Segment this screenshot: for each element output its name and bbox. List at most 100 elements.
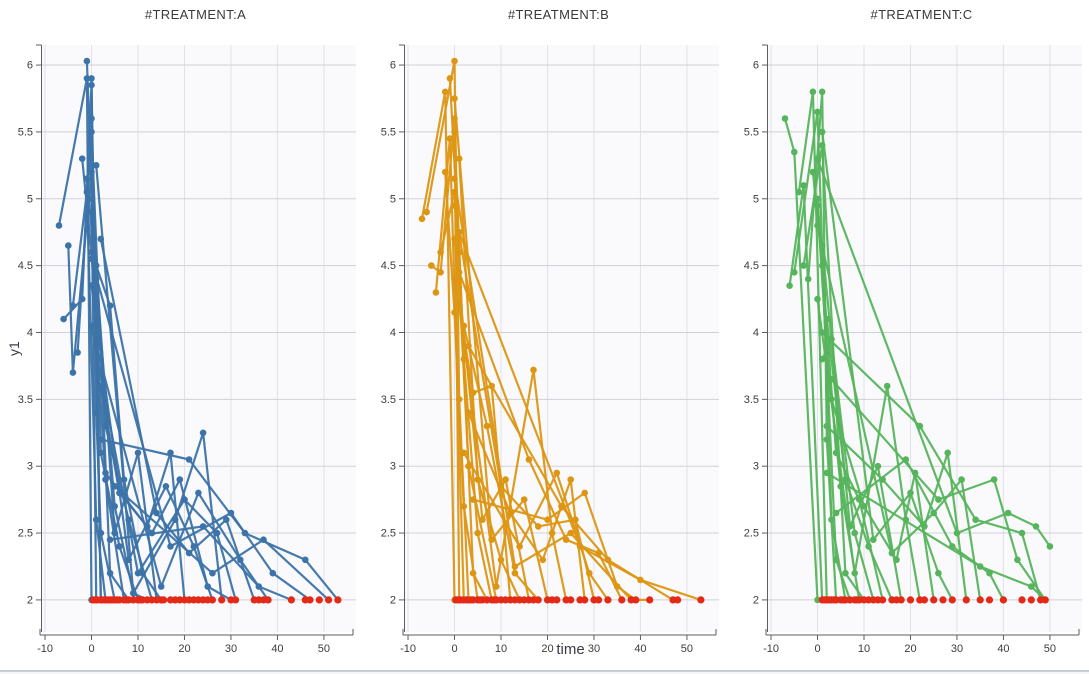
data-point xyxy=(88,115,95,122)
data-point xyxy=(455,228,463,236)
data-point xyxy=(1014,556,1021,564)
baseline-dot xyxy=(553,596,561,604)
data-point xyxy=(893,556,900,564)
data-point xyxy=(800,262,807,269)
data-point xyxy=(181,496,188,503)
data-point xyxy=(92,342,100,350)
data-point xyxy=(97,449,105,457)
data-point xyxy=(153,509,160,517)
data-point xyxy=(534,523,542,530)
x-tick-label: 40 xyxy=(634,643,646,655)
facet-title: #TREATMENT:B xyxy=(507,7,610,22)
data-point xyxy=(883,382,891,390)
data-point xyxy=(507,509,514,517)
data-point xyxy=(469,569,477,577)
plot-area[interactable]: 2 2.5 3 3.5 4 4.5 5 5.5 6 -10 0 10 20 30 40 50 xyxy=(363,30,726,674)
data-point xyxy=(479,516,486,523)
data-point xyxy=(92,162,100,169)
baseline-dot xyxy=(897,596,905,604)
baseline-dot xyxy=(218,596,226,604)
data-point xyxy=(106,536,114,543)
data-point xyxy=(69,302,77,310)
baseline-dot xyxy=(948,596,956,604)
data-point xyxy=(530,366,537,374)
data-point xyxy=(69,369,77,376)
plot-area[interactable]: 2 2.5 3 3.5 4 4.5 5 5.5 6 -10 0 10 20 30 40 50 xyxy=(726,30,1089,674)
x-tick-label: -10 xyxy=(763,643,779,655)
y-tick-label: 4.5 xyxy=(744,260,759,272)
data-point xyxy=(223,516,230,523)
data-point xyxy=(781,115,789,122)
data-point xyxy=(432,289,440,296)
data-point xyxy=(185,456,193,463)
y-tick-label: 6 xyxy=(390,60,396,72)
data-point xyxy=(455,302,463,310)
data-point xyxy=(441,88,449,96)
data-point xyxy=(102,469,109,477)
data-point xyxy=(130,589,137,597)
baseline-dot xyxy=(1041,596,1049,604)
y-tick-label: 5.5 xyxy=(381,126,396,138)
facet-title: #TREATMENT:C xyxy=(870,7,973,22)
data-point xyxy=(958,476,965,483)
series-line xyxy=(458,231,702,602)
data-point xyxy=(88,282,95,289)
data-point xyxy=(423,208,430,216)
x-tick-label: 30 xyxy=(951,643,963,655)
y-tick-label: 4 xyxy=(390,327,396,339)
data-point xyxy=(441,168,449,176)
baseline-dot xyxy=(306,596,314,604)
x-tick-label: 50 xyxy=(318,643,330,655)
x-tick-label: 20 xyxy=(904,643,916,655)
x-tick-label: 10 xyxy=(858,643,870,655)
data-point xyxy=(516,543,523,550)
baseline-dot xyxy=(1027,596,1035,604)
data-point xyxy=(851,569,858,577)
facet-panel: #TREATMENT:A 2 2.5 3 3.5 4 4.5 5 5.5 6 -10 0 10 20 30 4… xyxy=(0,0,363,674)
data-point xyxy=(241,529,249,537)
data-point xyxy=(157,583,165,590)
data-point xyxy=(1032,523,1040,530)
y-tick-label: 5 xyxy=(753,193,759,205)
data-point xyxy=(791,269,798,276)
y-tick-label: 2 xyxy=(390,594,396,606)
data-point xyxy=(255,583,263,590)
data-point xyxy=(465,342,472,350)
data-point xyxy=(567,476,574,483)
data-point xyxy=(818,355,826,363)
y-tick-label: 2.5 xyxy=(18,528,33,540)
data-point xyxy=(451,57,458,65)
series-group xyxy=(418,57,705,604)
data-point xyxy=(465,409,472,417)
data-point xyxy=(451,175,458,182)
baseline-dot xyxy=(208,596,216,604)
baseline-dot xyxy=(325,596,333,604)
baseline-dot xyxy=(939,596,947,604)
x-tick-label: 10 xyxy=(495,643,507,655)
x-tick-label: 40 xyxy=(997,643,1009,655)
data-point xyxy=(809,88,817,96)
data-point xyxy=(953,529,961,537)
y-tick-label: 6 xyxy=(27,60,33,72)
data-point xyxy=(1004,509,1012,517)
data-point xyxy=(97,529,105,537)
baseline-dot xyxy=(287,596,295,604)
x-tick-label: 50 xyxy=(681,643,693,655)
x-tick-label: 0 xyxy=(88,643,94,655)
data-point xyxy=(511,569,519,577)
data-point xyxy=(818,329,826,336)
data-point xyxy=(134,569,142,577)
data-point xyxy=(455,269,463,276)
data-point xyxy=(567,529,574,537)
y-tick-label: 4 xyxy=(27,327,33,339)
series-line xyxy=(444,170,479,602)
data-point xyxy=(302,556,309,564)
data-point xyxy=(460,503,468,510)
baseline-dot xyxy=(618,596,626,604)
data-point xyxy=(92,409,100,417)
data-point xyxy=(88,195,95,203)
y-tick-label: 4.5 xyxy=(381,260,396,272)
data-point xyxy=(195,489,202,497)
series-line xyxy=(462,324,540,602)
plot-area[interactable]: 2 2.5 3 3.5 4 4.5 5 5.5 6 -10 0 10 20 30 40 50 xyxy=(0,30,363,674)
